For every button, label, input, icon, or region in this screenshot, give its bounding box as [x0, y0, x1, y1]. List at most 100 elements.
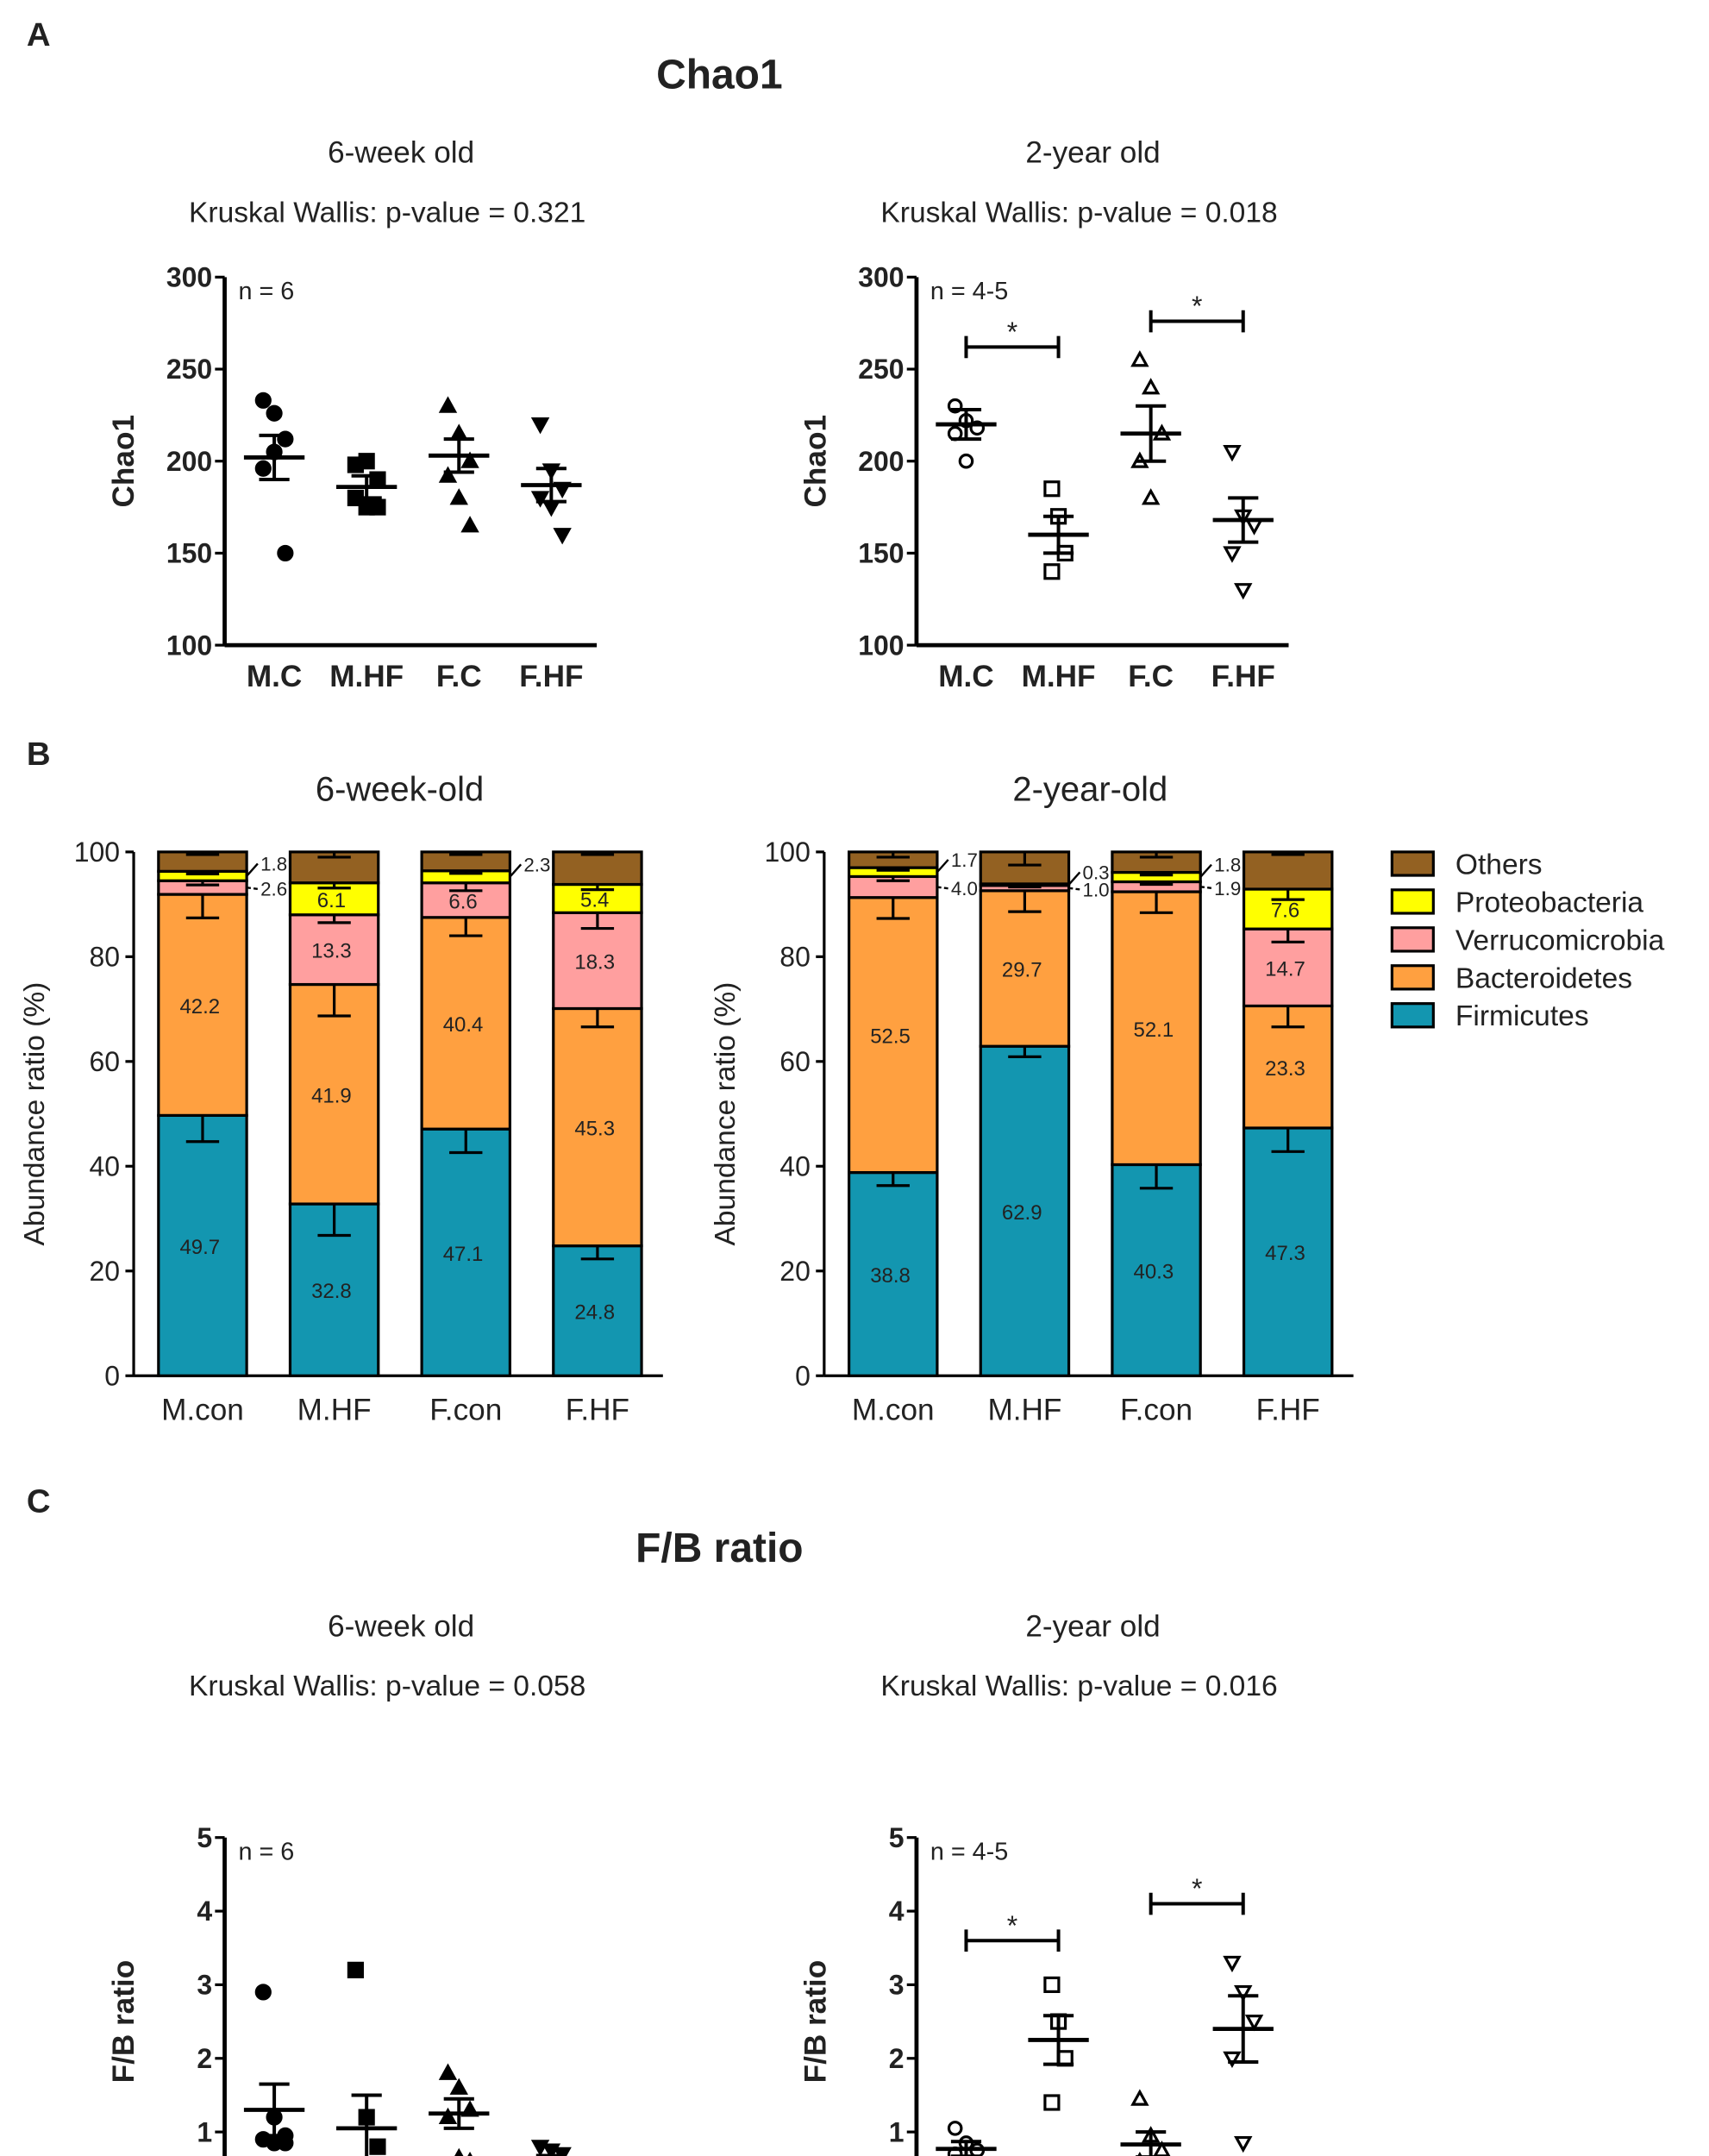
legend-label: Verrucomicrobia: [1455, 924, 1665, 956]
group-M.HF: [336, 1961, 398, 2156]
sample-size: n = 4-5: [930, 1838, 1008, 1865]
bar-segment-bacteroidetes: [420, 916, 512, 1131]
data-point: [530, 491, 550, 508]
group-M.HF: [1028, 480, 1089, 580]
x-tick-label: M.C: [247, 660, 302, 693]
y-axis-label: Chao1: [798, 415, 832, 507]
data-point: [1223, 1955, 1242, 1973]
y-tick-label: 300: [166, 262, 212, 293]
stacked-bar-M.HF: 32.8 41.9 13.3 6.1: [288, 850, 380, 1377]
data-point: [1234, 1984, 1253, 2002]
data-point: [454, 2147, 464, 2156]
stacked-bar-F.HF: 47.3 23.3 14.7 7.6: [1242, 850, 1334, 1377]
legend-label: Firmicutes: [1455, 1000, 1589, 1032]
segment-value-label: 1.7: [951, 849, 978, 871]
x-tick-label: M.con: [852, 1393, 935, 1426]
data-point: [449, 2078, 468, 2095]
plot-subtitle: 2-year old: [1025, 1609, 1160, 1643]
x-tick-label: M.HF: [1022, 660, 1096, 693]
y-tick-label: 60: [779, 1046, 811, 1077]
bar-segment-bacteroidetes: [848, 896, 939, 1175]
y-tick-label: 80: [90, 942, 121, 973]
legend-swatch: [1390, 888, 1435, 915]
segment-value-label: 47.1: [443, 1243, 484, 1266]
legend-item-proteobacteria: Proteobacteria: [1390, 887, 1643, 918]
bar-segment-verrucomicrobia: [288, 913, 380, 987]
group-F.C: [429, 2063, 490, 2156]
segment-value-label: 1.0: [1083, 879, 1110, 900]
segment-value-label: 2.6: [260, 879, 287, 900]
data-point: [947, 2121, 963, 2136]
plot-subtitle: 6-week old: [328, 1609, 474, 1643]
data-point: [530, 417, 550, 435]
kruskal-wallis-stat: Kruskal Wallis: p-value = 0.018: [880, 197, 1277, 229]
data-point: [254, 1984, 272, 2001]
chao1-plot-1: 2-year old Kruskal Wallis: p-value = 0.01…: [798, 136, 1289, 693]
label-leader: [509, 863, 523, 878]
legend-swatch: [1390, 926, 1435, 953]
segment-value-label: 45.3: [574, 1118, 615, 1141]
segment-value-label: 23.3: [1265, 1057, 1305, 1081]
data-point: [958, 453, 974, 469]
data-point: [553, 528, 572, 545]
stacked-bar-F.con: 40.3 52.1 1.91.8: [1111, 850, 1241, 1377]
plot-subtitle: 6-week-old: [316, 771, 484, 809]
bar-segment-firmicutes: [848, 1170, 939, 1377]
group-M.C: [936, 398, 997, 469]
segment-value-label: 47.3: [1265, 1242, 1305, 1265]
data-point: [1234, 583, 1253, 600]
group-F.HF: [1212, 445, 1274, 600]
data-point: [449, 488, 468, 505]
segment-value-label: 49.7: [179, 1236, 220, 1259]
segment-value-label: 4.0: [951, 878, 978, 899]
y-axis-label: F/B ratio: [798, 1960, 832, 2084]
significance-star: *: [1007, 1910, 1017, 1941]
data-point: [254, 460, 272, 477]
segment-value-label: 40.3: [1134, 1260, 1174, 1283]
kruskal-wallis-stat: Kruskal Wallis: p-value = 0.016: [880, 1670, 1277, 1702]
kruskal-wallis-stat: Kruskal Wallis: p-value = 0.321: [189, 197, 585, 229]
group-M.HF: [1028, 1976, 1089, 2111]
bar-segment-firmicutes: [1242, 1126, 1334, 1377]
x-tick-label: M.C: [938, 660, 993, 693]
segment-value-label: 6.6: [448, 890, 477, 913]
x-tick-label: F.C: [1128, 660, 1174, 693]
y-tick-label: 20: [779, 1256, 811, 1287]
y-tick-label: 250: [166, 354, 212, 385]
group-F.HF: [1212, 1955, 1274, 2153]
x-tick-label: F.HF: [1211, 660, 1275, 693]
data-point: [277, 544, 294, 562]
label-leader: [936, 859, 949, 874]
data-point: [254, 392, 272, 409]
x-tick-label: M.HF: [987, 1393, 1061, 1426]
data-point: [1043, 480, 1061, 498]
y-axis-label: Abundance ratio (%): [19, 982, 51, 1246]
data-point: [460, 516, 479, 533]
fb-ratio-title: F/B ratio: [635, 1526, 803, 1571]
bar-segment-bacteroidetes: [288, 982, 380, 1206]
data-point: [438, 466, 458, 483]
y-tick-label: 300: [858, 262, 904, 293]
x-tick-label: F.HF: [566, 1393, 629, 1426]
y-tick-label: 0: [104, 1360, 120, 1391]
segment-value-label: 32.8: [311, 1280, 352, 1303]
y-tick-label: 200: [166, 446, 212, 477]
stacked-bar-F.HF: 24.8 45.3 18.3 5.4: [552, 850, 643, 1377]
segment-value-label: 5.4: [580, 889, 609, 912]
legend-item-bacteroidetes: Bacteroidetes: [1390, 962, 1632, 994]
sample-size: n = 6: [239, 1838, 295, 1865]
y-tick-label: 100: [858, 630, 904, 661]
plot-subtitle: 2-year old: [1025, 136, 1160, 170]
y-tick-label: 100: [74, 837, 120, 868]
data-point: [1043, 2094, 1061, 2111]
kruskal-wallis-stat: Kruskal Wallis: p-value = 0.058: [189, 1670, 585, 1702]
x-tick-label: M.con: [161, 1393, 244, 1426]
data-point: [1223, 445, 1242, 462]
data-point: [449, 423, 468, 441]
data-point: [460, 451, 479, 468]
bar-segment-bacteroidetes: [157, 893, 248, 1117]
fb-ratio-plot-0: 6-week old Kruskal Wallis: p-value = 0.05…: [107, 1609, 585, 2156]
label-leader: [1200, 886, 1212, 890]
label-leader: [246, 862, 259, 877]
